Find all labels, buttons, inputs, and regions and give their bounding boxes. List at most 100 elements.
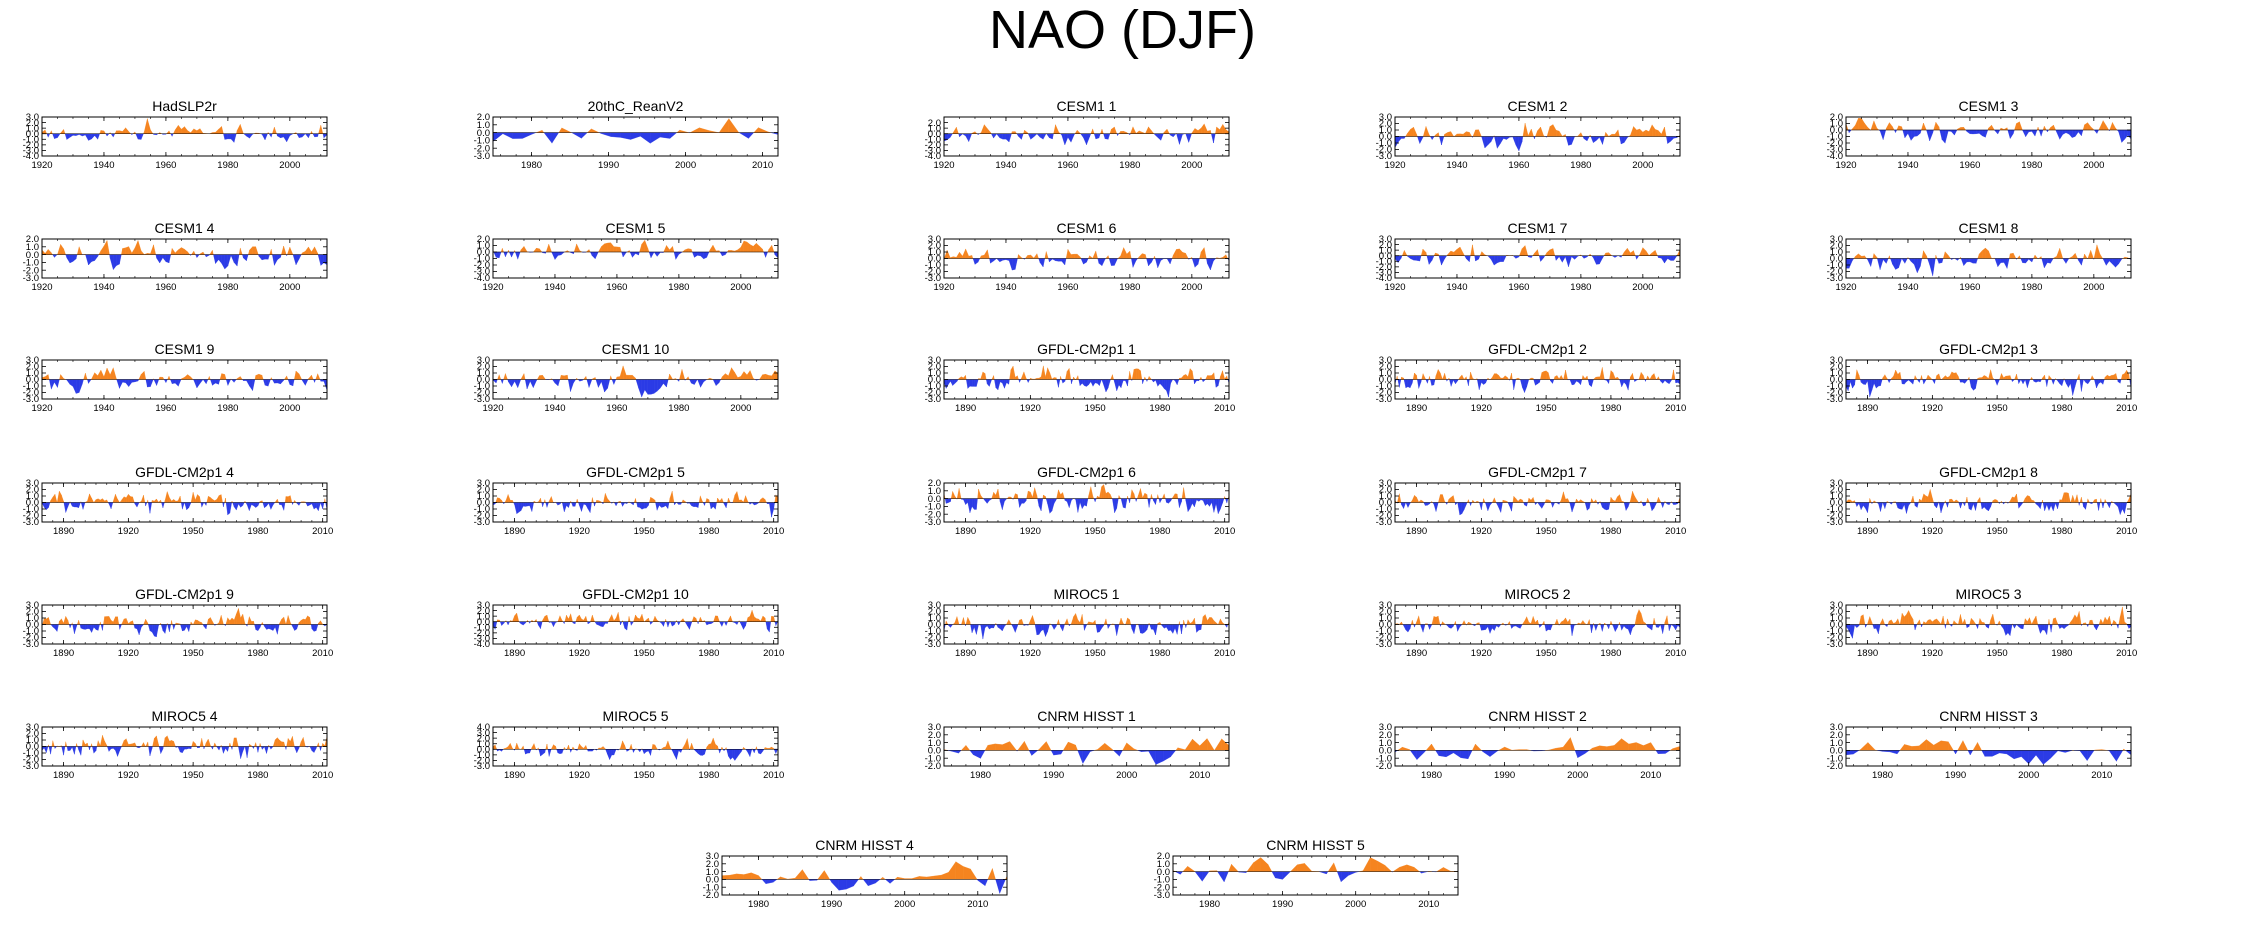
y-tick-label: -1.0 xyxy=(925,260,941,271)
negative-area xyxy=(1114,258,1118,266)
positive-area xyxy=(605,493,608,503)
negative-area xyxy=(656,502,660,511)
negative-area xyxy=(1213,498,1217,513)
nao-panel: CESM1 10 3.0 2.0 1.0 0.0 -1.0 -2.0 -3.0 1920 1940… xyxy=(451,338,801,430)
negative-area xyxy=(993,133,997,139)
negative-area xyxy=(225,379,229,386)
positive-area xyxy=(311,130,314,134)
negative-area xyxy=(1923,379,1927,385)
negative-area xyxy=(1571,255,1575,260)
negative-area xyxy=(1670,136,1674,142)
negative-area xyxy=(1554,255,1557,261)
positive-area xyxy=(1058,131,1061,134)
positive-area xyxy=(762,249,764,253)
positive-area xyxy=(965,375,967,380)
negative-area xyxy=(1941,129,1946,144)
y-tick-label: -2.0 xyxy=(1827,388,1843,399)
y-tick-label: 2.0 xyxy=(1830,485,1843,496)
negative-area xyxy=(969,379,973,387)
positive-area xyxy=(959,251,963,259)
positive-area xyxy=(76,620,79,625)
negative-area xyxy=(1667,255,1671,261)
positive-area xyxy=(1191,127,1196,134)
negative-area xyxy=(1855,502,1857,507)
positive-area xyxy=(63,129,66,134)
positive-area xyxy=(720,376,723,380)
negative-area xyxy=(1166,258,1171,265)
positive-area xyxy=(1951,498,1955,503)
negative-area xyxy=(2047,258,2051,264)
negative-area xyxy=(640,132,651,144)
positive-area xyxy=(59,490,62,503)
negative-area xyxy=(1147,498,1150,508)
negative-area xyxy=(508,379,512,388)
y-tick-label: 1.0 xyxy=(1830,491,1843,502)
positive-area xyxy=(104,499,107,503)
negative-area xyxy=(74,624,77,634)
nao-panel: CESM1 1 2.0 1.0 0.0 -1.0 -2.0 -3.0 -4.0 1920 1940… xyxy=(902,95,1252,187)
positive-area xyxy=(1990,369,1993,380)
negative-area xyxy=(1867,379,1870,398)
negative-area xyxy=(1098,133,1101,139)
positive-area xyxy=(646,617,649,622)
negative-area xyxy=(624,621,628,631)
negative-area xyxy=(1160,258,1165,261)
positive-area xyxy=(561,127,572,133)
positive-area xyxy=(173,499,177,503)
negative-area xyxy=(1062,379,1066,384)
positive-area xyxy=(1077,253,1081,259)
panel-title: CESM1 5 xyxy=(606,220,666,236)
positive-area xyxy=(1421,373,1424,380)
positive-area xyxy=(1981,375,1985,380)
positive-area xyxy=(2090,375,2093,380)
y-tick-label: 1.0 xyxy=(1379,491,1392,502)
positive-area xyxy=(1632,373,1635,380)
negative-area xyxy=(525,502,528,507)
positive-area xyxy=(712,245,717,253)
positive-area xyxy=(1447,498,1450,503)
positive-area xyxy=(1634,495,1637,503)
negative-area xyxy=(1934,379,1936,384)
y-tick-label: 2.0 xyxy=(477,362,490,373)
positive-area xyxy=(221,615,224,625)
positive-area xyxy=(44,374,49,380)
negative-area xyxy=(1969,379,1972,388)
positive-area xyxy=(1882,374,1886,380)
negative-area xyxy=(1574,502,1576,506)
negative-area xyxy=(1177,498,1180,508)
negative-area xyxy=(1018,133,1022,140)
y-tick-label: 1.0 xyxy=(1379,245,1392,256)
negative-area xyxy=(976,498,978,510)
positive-area xyxy=(1646,498,1648,503)
negative-area xyxy=(610,132,621,138)
y-tick-label: 2.0 xyxy=(26,607,39,618)
positive-area xyxy=(2093,244,2098,259)
negative-area xyxy=(1550,502,1553,508)
positive-area xyxy=(1521,245,1526,256)
negative-area xyxy=(1474,255,1476,262)
negative-area xyxy=(106,133,110,137)
positive-area xyxy=(1576,498,1579,503)
negative-area xyxy=(518,621,522,625)
positive-area xyxy=(1559,499,1562,503)
x-tick-label: 1980 xyxy=(217,403,238,414)
y-tick-label: 2.0 xyxy=(26,362,39,373)
negative-area xyxy=(620,502,623,507)
positive-area xyxy=(613,246,618,253)
positive-area xyxy=(1953,372,1957,380)
x-tick-label: 1990 xyxy=(598,160,619,171)
positive-area xyxy=(215,128,219,134)
negative-area xyxy=(700,379,704,388)
negative-area xyxy=(648,502,650,506)
positive-area xyxy=(1420,248,1424,256)
positive-area xyxy=(728,118,739,133)
positive-area xyxy=(285,615,289,625)
positive-area xyxy=(1938,126,1940,131)
y-tick-label: 1.0 xyxy=(477,241,490,252)
positive-area xyxy=(1139,130,1143,134)
negative-area xyxy=(172,624,174,630)
positive-area xyxy=(1416,497,1419,503)
negative-area xyxy=(72,502,75,508)
negative-area xyxy=(977,258,981,263)
